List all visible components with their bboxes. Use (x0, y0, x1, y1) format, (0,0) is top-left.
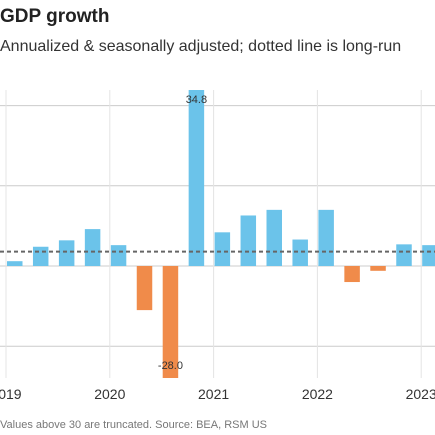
bar (292, 239, 308, 266)
bar (136, 266, 153, 311)
bar (422, 245, 435, 266)
chart-subtitle: Annualized & seasonally adjusted; dotted… (0, 38, 402, 55)
x-tick-label: 2023 (406, 386, 435, 402)
bar (7, 261, 23, 266)
x-tick-label: 2022 (302, 386, 333, 402)
bar (266, 209, 282, 266)
bar (188, 90, 205, 266)
x-axis-ticks: 2019 2020 2021 2022 2023 (0, 386, 435, 402)
source-footnote: Values above 30 are truncated. Source: B… (0, 419, 267, 431)
bar (32, 246, 49, 266)
bar (370, 266, 386, 271)
bar (84, 229, 101, 266)
bar (344, 266, 360, 283)
bars (7, 90, 435, 378)
x-tick-label: 2020 (94, 386, 125, 402)
bar (214, 232, 231, 266)
bar (58, 240, 75, 266)
bar (240, 215, 257, 266)
bar (110, 245, 127, 266)
bar (396, 244, 412, 266)
data-labels: -28.0 34.8 (158, 94, 207, 372)
chart-title: GDP growth (0, 6, 110, 27)
x-tick-label: 2021 (198, 386, 229, 402)
x-tick-label: 2019 (0, 386, 22, 402)
bar (162, 266, 179, 378)
data-label: 34.8 (186, 94, 207, 106)
data-label: -28.0 (158, 360, 183, 372)
bar (318, 209, 334, 266)
